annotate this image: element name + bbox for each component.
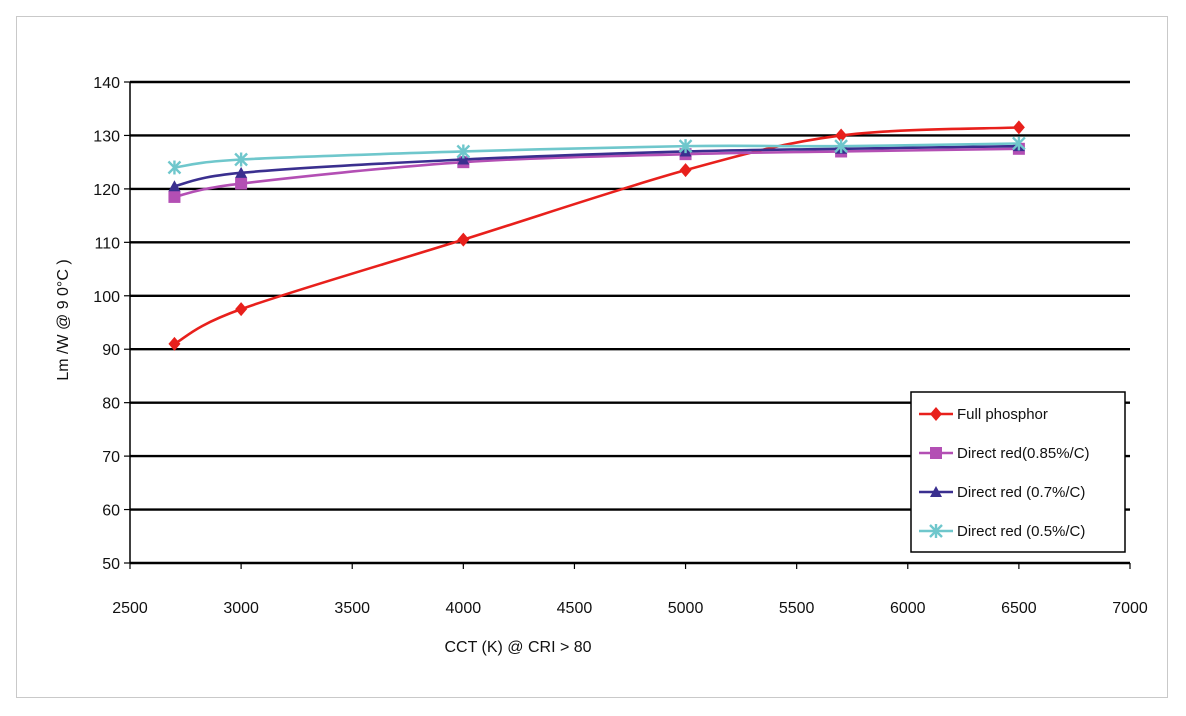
data-point <box>235 166 248 178</box>
axes <box>124 81 1131 569</box>
data-point <box>457 232 470 247</box>
x-tick-label: 6500 <box>1001 600 1037 617</box>
x-tick-label: 3500 <box>334 600 370 617</box>
data-point <box>456 144 471 159</box>
series-line <box>174 142 1019 169</box>
x-tick-label: 3000 <box>223 600 259 617</box>
series-group <box>167 120 1026 351</box>
x-tick-label: 7000 <box>1112 600 1148 617</box>
legend-label: Direct red (0.5%/C) <box>957 523 1085 540</box>
y-tick-label: 130 <box>93 128 120 145</box>
legend: Full phosphor Direct red(0.85%/C) Direct r… <box>910 391 1126 553</box>
series-line <box>173 126 1019 346</box>
x-tick-label: 6000 <box>890 600 926 617</box>
data-point <box>234 152 248 167</box>
legend-item: Direct red (0.7%/C) <box>919 484 1085 501</box>
series-line <box>174 144 1019 188</box>
series-0 <box>168 120 1025 351</box>
x-tick-label: 5000 <box>668 600 704 617</box>
x-tick-label: 5500 <box>779 600 815 617</box>
legend-item: Direct red(0.85%/C) <box>919 445 1090 462</box>
data-point <box>835 128 848 143</box>
legend-item: Full phosphor <box>919 406 1048 423</box>
legend-item: Direct red (0.5%/C) <box>919 523 1085 540</box>
legend-marker <box>930 486 942 497</box>
x-tick-label: 4500 <box>557 600 593 617</box>
y-tick-label: 120 <box>93 182 120 199</box>
data-point <box>1012 120 1025 135</box>
legend-box <box>910 391 1126 553</box>
y-tick-label: 80 <box>102 396 120 413</box>
legend-marker <box>929 524 943 538</box>
legend-label: Full phosphor <box>957 406 1048 423</box>
x-tick-label: 4000 <box>446 600 482 617</box>
data-point <box>834 139 848 154</box>
legend-marker <box>930 447 942 459</box>
x-tick-label: 2500 <box>112 600 148 617</box>
data-point <box>168 180 181 192</box>
y-tick-label: 50 <box>102 556 120 573</box>
y-axis-title: Lm /W @ 9 0°C ) <box>55 259 72 380</box>
data-point <box>167 160 182 175</box>
data-point <box>235 177 248 190</box>
y-tick-label: 140 <box>93 75 120 92</box>
data-point <box>678 139 693 154</box>
series-line <box>174 147 1019 199</box>
data-point <box>679 163 692 178</box>
x-axis-title: CCT (K) @ CRI > 80 <box>444 639 591 656</box>
data-point <box>457 153 470 165</box>
data-point <box>235 302 248 317</box>
series-3 <box>167 136 1026 175</box>
y-tick-label: 90 <box>102 342 120 359</box>
y-tick-label: 70 <box>102 449 120 466</box>
series-1 <box>168 142 1025 203</box>
y-tick-label: 100 <box>93 289 120 306</box>
data-point <box>168 336 181 351</box>
data-point <box>168 190 181 203</box>
data-point <box>1012 136 1026 151</box>
legend-label: Direct red (0.7%/C) <box>957 484 1085 501</box>
tick-labels: 50 60 70 80 90 100 110 120 130 140 2500 3000 3500 400… <box>93 75 1148 617</box>
y-tick-label: 110 <box>94 235 120 252</box>
y-tick-label: 60 <box>102 503 120 520</box>
legend-label: Direct red(0.85%/C) <box>957 445 1090 462</box>
legend-marker <box>930 407 942 421</box>
